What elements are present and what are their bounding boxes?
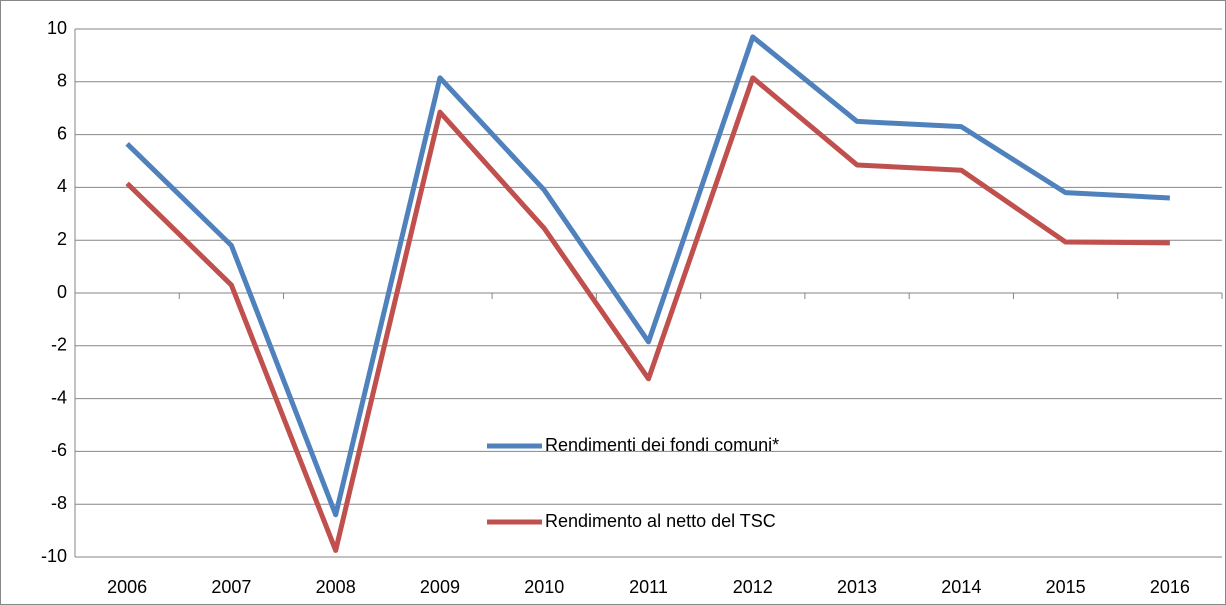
y-tick-label: 2 — [57, 229, 67, 249]
x-tick-label: 2011 — [629, 577, 668, 597]
y-tick-label: 10 — [47, 18, 67, 38]
x-tick-label: 2013 — [837, 577, 877, 597]
y-tick-label: -8 — [51, 493, 67, 513]
x-tick-label: 2007 — [211, 577, 251, 597]
x-tick-label: 2015 — [1046, 577, 1086, 597]
y-tick-label: -6 — [51, 440, 67, 460]
y-tick-label: 0 — [57, 282, 67, 302]
y-tick-label: -4 — [51, 387, 67, 407]
y-tick-label: -10 — [41, 546, 67, 566]
y-tick-label: -2 — [51, 335, 67, 355]
x-tick-label: 2014 — [941, 577, 981, 597]
series-line — [125, 75, 1170, 553]
y-tick-label: 6 — [57, 123, 67, 143]
x-tick-label: 2006 — [107, 577, 147, 597]
legend-label: Rendimenti dei fondi comuni* — [545, 435, 779, 455]
series-line — [125, 34, 1170, 518]
legend-label: Rendimento al netto del TSC — [545, 511, 776, 531]
x-tick-label: 2016 — [1150, 577, 1190, 597]
y-tick-label: 4 — [57, 176, 67, 196]
x-tick-label: 2012 — [733, 577, 773, 597]
x-tick-label: 2008 — [316, 577, 356, 597]
x-tick-label: 2009 — [420, 577, 460, 597]
y-tick-label: 8 — [57, 71, 67, 91]
x-tick-label: 2010 — [524, 577, 564, 597]
